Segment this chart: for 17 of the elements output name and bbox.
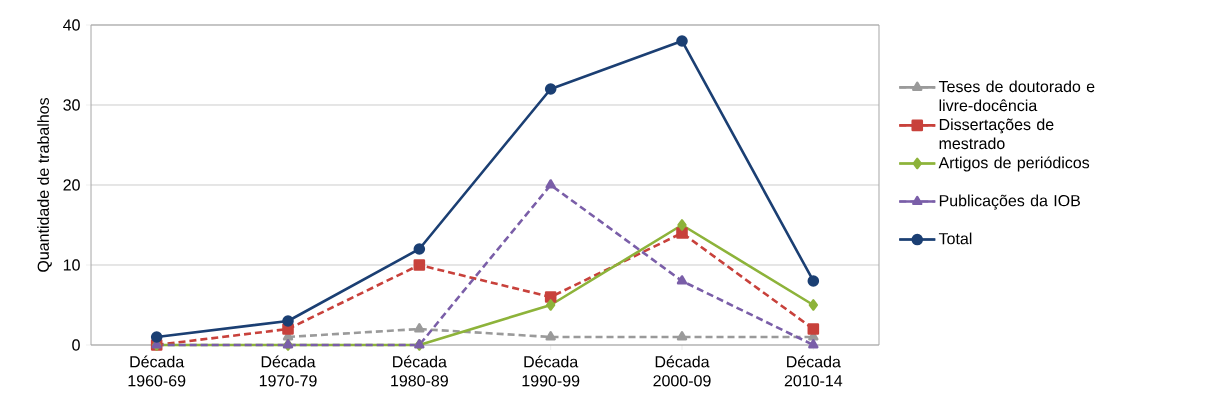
x-tick-label: Década 2010-14 [784, 355, 843, 387]
x-tick-label: Década 1960-69 [128, 355, 186, 387]
y-tick-label: 40 [63, 19, 80, 31]
x-tick-label: Década 1990-99 [522, 355, 580, 387]
y-axis-title: Quantidade de trabalhos [37, 98, 52, 272]
y-tick-label: 20 [63, 179, 80, 191]
legend-label: Total [938, 232, 972, 245]
x-tick-label: Década 2000-09 [653, 355, 711, 387]
x-tick-label: Década 1970-79 [259, 355, 317, 387]
x-tick-label: Década 1980-89 [391, 355, 448, 387]
legend-label: Artigos de periódicos [938, 156, 1090, 172]
y-tick-label: 0 [72, 339, 80, 351]
legend-label: Dissertações de mestrado [939, 118, 1054, 150]
legend-label: Publicações da IOB [939, 194, 1080, 210]
legend-label: Teses de doutorado e livre-docência [938, 80, 1095, 112]
y-tick-label: 30 [63, 99, 80, 111]
y-tick-label: 10 [63, 259, 80, 271]
